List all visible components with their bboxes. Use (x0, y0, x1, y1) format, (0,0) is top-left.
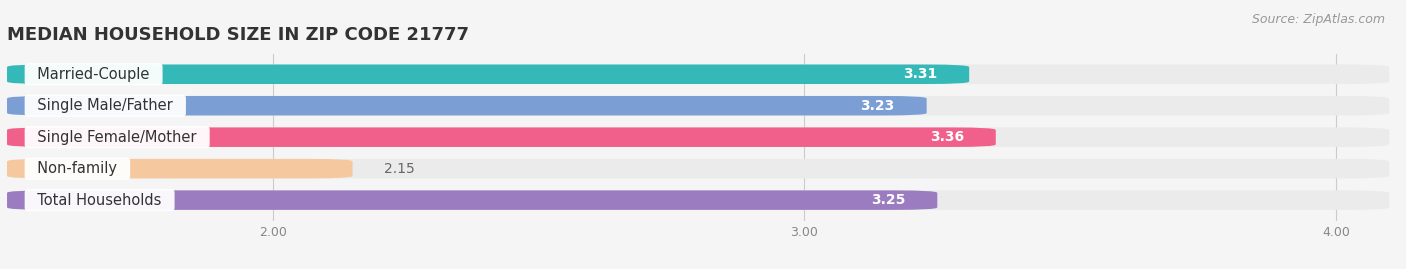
Text: Single Female/Mother: Single Female/Mother (28, 130, 207, 145)
Text: Single Male/Father: Single Male/Father (28, 98, 183, 113)
Text: 3.36: 3.36 (929, 130, 965, 144)
Text: 3.25: 3.25 (872, 193, 905, 207)
FancyBboxPatch shape (7, 65, 969, 84)
Text: 3.31: 3.31 (903, 67, 938, 81)
FancyBboxPatch shape (7, 159, 1389, 178)
FancyBboxPatch shape (7, 190, 1389, 210)
Text: Married-Couple: Married-Couple (28, 67, 159, 82)
FancyBboxPatch shape (7, 96, 1389, 115)
FancyBboxPatch shape (7, 128, 1389, 147)
Text: MEDIAN HOUSEHOLD SIZE IN ZIP CODE 21777: MEDIAN HOUSEHOLD SIZE IN ZIP CODE 21777 (7, 26, 470, 44)
FancyBboxPatch shape (7, 96, 927, 115)
Text: 3.23: 3.23 (860, 99, 894, 113)
Text: Total Households: Total Households (28, 193, 172, 208)
FancyBboxPatch shape (7, 159, 353, 178)
Text: Non-family: Non-family (28, 161, 127, 176)
Text: Source: ZipAtlas.com: Source: ZipAtlas.com (1251, 13, 1385, 26)
FancyBboxPatch shape (7, 128, 995, 147)
Text: 2.15: 2.15 (384, 162, 415, 176)
FancyBboxPatch shape (7, 65, 1389, 84)
FancyBboxPatch shape (7, 190, 938, 210)
